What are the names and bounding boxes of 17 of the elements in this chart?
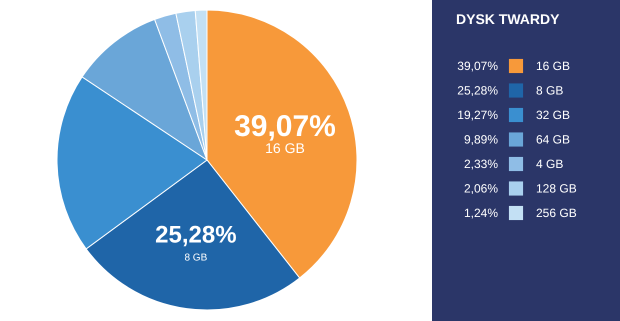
legend-label: 256 GB — [536, 206, 577, 220]
legend-title: DYSK TWARDY — [456, 11, 560, 27]
legend-label: 16 GB — [536, 59, 570, 73]
legend-label: 4 GB — [536, 157, 564, 171]
legend-label: 128 GB — [536, 182, 577, 196]
data-label: 2,33% — [464, 157, 498, 171]
legend-label: 64 GB — [536, 132, 570, 146]
legend-label: 32 GB — [536, 108, 570, 122]
legend-label: 8 GB — [536, 84, 564, 98]
data-label: 9,89% — [464, 132, 498, 146]
data-label: 1,24% — [464, 206, 498, 220]
text: 39,07% — [457, 59, 498, 73]
slice-label: 8 GB — [184, 252, 208, 264]
data-label: 25,28% — [155, 222, 237, 249]
data-label: 19,27% — [457, 108, 498, 122]
text: 25,28% — [457, 84, 498, 98]
data-label: 2,06% — [464, 182, 498, 196]
